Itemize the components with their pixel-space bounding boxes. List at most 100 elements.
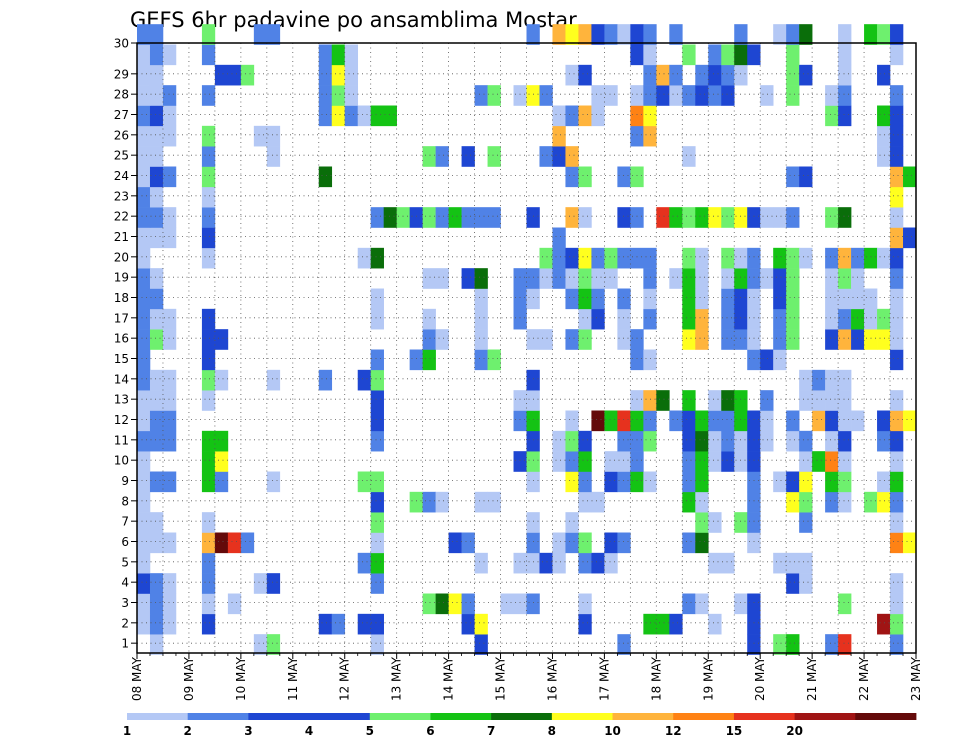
heatmap-cell <box>604 471 618 493</box>
y-tick-label: 9 <box>121 474 129 488</box>
x-tick-label: 18 MAY <box>649 656 663 701</box>
heatmap-cell <box>344 105 359 127</box>
heatmap-cell <box>734 451 748 472</box>
heatmap-cell <box>786 247 800 269</box>
y-tick-label: 10 <box>114 454 129 468</box>
heatmap-cell <box>721 85 735 106</box>
heatmap-cell <box>474 491 488 513</box>
heatmap-cell <box>565 166 579 188</box>
x-tick-label: 19 MAY <box>701 656 715 701</box>
heatmap-cell <box>526 593 540 615</box>
heatmap-cell <box>838 247 852 269</box>
heatmap-cell <box>370 512 384 533</box>
heatmap-cell <box>526 329 540 350</box>
heatmap-cell <box>760 430 774 452</box>
heatmap-cell <box>734 329 748 350</box>
heatmap-cell <box>708 451 722 472</box>
colorbar-label: 2 <box>184 724 192 738</box>
heatmap-cell <box>734 288 748 310</box>
heatmap-cell <box>201 512 216 533</box>
heatmap-cell <box>643 430 657 452</box>
heatmap-cell <box>552 125 566 147</box>
heatmap-cell <box>617 471 631 493</box>
heatmap-cell <box>137 85 151 106</box>
heatmap-cell <box>422 349 436 371</box>
heatmap-cell <box>877 329 891 350</box>
heatmap-cell <box>643 44 657 66</box>
heatmap-cell <box>695 247 709 269</box>
heatmap-cell <box>253 634 268 655</box>
heatmap-cell <box>526 207 540 228</box>
heatmap-cell <box>825 451 839 472</box>
heatmap-cell <box>565 512 579 533</box>
heatmap-cell <box>799 64 813 86</box>
heatmap-cell <box>630 430 644 452</box>
heatmap-cell <box>201 329 229 350</box>
heatmap-cell <box>786 166 800 188</box>
heatmap-cell <box>487 85 501 106</box>
heatmap-cell <box>643 390 657 411</box>
heatmap-cell <box>890 227 904 249</box>
x-tick-label: 10 MAY <box>234 656 248 701</box>
heatmap-cell <box>591 288 605 310</box>
y-tick-label: 5 <box>121 555 129 569</box>
heatmap-cell <box>357 471 384 493</box>
colorbar-label: 3 <box>244 724 252 738</box>
heatmap-cell <box>487 491 501 513</box>
heatmap-cell <box>604 24 618 45</box>
heatmap-cell <box>383 207 397 228</box>
colorbar-segment <box>794 713 856 720</box>
heatmap-cell <box>149 410 177 432</box>
heatmap-cell <box>734 247 748 269</box>
heatmap-cell <box>890 288 904 310</box>
heatmap-cell <box>500 593 527 615</box>
heatmap-cell <box>877 613 891 635</box>
heatmap-cell <box>643 268 657 289</box>
heatmap-cell <box>565 288 579 310</box>
heatmap-cell <box>799 491 813 513</box>
y-tick-label: 15 <box>114 352 129 366</box>
heatmap-cell <box>435 329 449 350</box>
heatmap-cell <box>137 105 151 127</box>
heatmap-cell <box>890 491 904 513</box>
heatmap-cell <box>630 207 644 228</box>
heatmap-cell <box>890 85 904 106</box>
heatmap-cell <box>825 207 839 228</box>
heatmap-cell <box>201 471 216 493</box>
heatmap-cell <box>799 471 813 493</box>
heatmap-cell <box>890 166 904 188</box>
heatmap-cell <box>162 44 177 66</box>
heatmap-cell <box>786 573 800 594</box>
heatmap-cell <box>708 512 722 533</box>
heatmap-cell <box>669 207 683 228</box>
heatmap-cell <box>266 573 281 594</box>
heatmap-cell <box>708 430 722 452</box>
heatmap-cell <box>864 247 878 269</box>
heatmap-cell <box>526 369 540 391</box>
heatmap-cell <box>357 105 371 127</box>
heatmap-cell <box>137 247 151 269</box>
heatmap-cell <box>474 552 488 574</box>
heatmap-cell <box>526 24 540 45</box>
heatmap-cell <box>137 166 151 188</box>
heatmap-cell <box>721 451 735 472</box>
heatmap-cell <box>877 146 891 167</box>
heatmap-cell <box>149 85 164 106</box>
heatmap-cell <box>552 24 566 45</box>
heatmap-cell <box>721 410 735 432</box>
y-tick-label: 21 <box>114 230 129 244</box>
heatmap-cell <box>474 634 488 655</box>
heatmap-cell <box>149 268 164 289</box>
heatmap-cell <box>137 491 151 513</box>
heatmap-cell <box>825 308 839 330</box>
y-tick-label: 28 <box>114 88 129 102</box>
heatmap-cell <box>890 207 904 228</box>
heatmap-cell <box>773 288 787 310</box>
heatmap-cell <box>682 390 696 411</box>
heatmap-cell <box>643 64 657 86</box>
heatmap-cell <box>461 207 501 228</box>
heatmap-cell <box>162 105 177 127</box>
heatmap-cell <box>201 349 216 371</box>
heatmap-cell <box>513 410 527 432</box>
heatmap-cell <box>344 85 359 106</box>
